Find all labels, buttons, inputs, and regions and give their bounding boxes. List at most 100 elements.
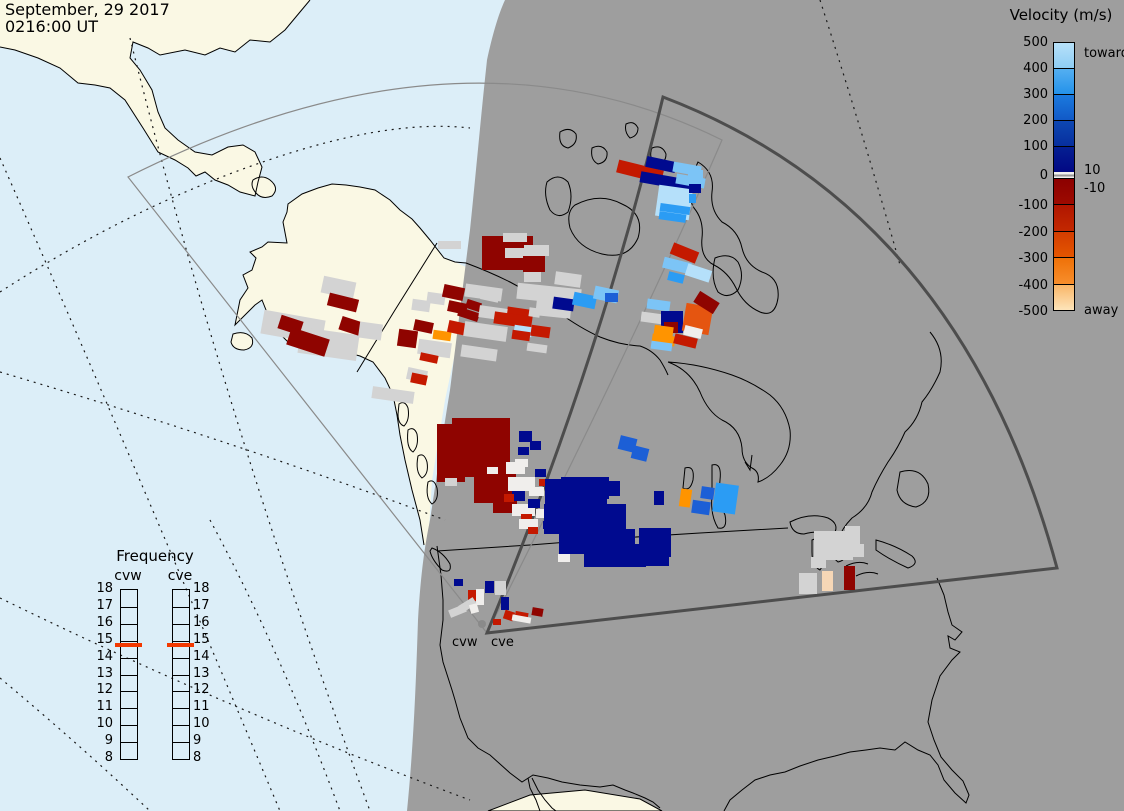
velocity-cell: [811, 557, 826, 568]
velocity-cell: [650, 340, 673, 352]
velocity-cell: [476, 589, 484, 605]
velocity-cell: [554, 271, 582, 288]
frequency-scale-number: 17: [193, 597, 210, 613]
frequency-scale-number: 12: [96, 682, 113, 698]
velocity-cell: [464, 283, 503, 302]
frequency-scale-number: 11: [193, 699, 210, 715]
frequency-scale-number: 9: [193, 733, 202, 749]
velocity-cell: [338, 315, 364, 337]
land-kodiak: [231, 332, 253, 350]
ladder-tick: [173, 606, 189, 608]
velocity-cell: [646, 298, 671, 312]
velocity-cell: [684, 263, 713, 283]
velocity-cell: [410, 372, 428, 386]
velocity-cell: [667, 271, 685, 284]
ladder-tick: [121, 657, 137, 659]
ladder-tick: [121, 725, 137, 727]
velocity-cell: [535, 469, 546, 477]
velocity-cell: [411, 298, 431, 313]
radar-fans: [127, 82, 1059, 635]
velocity-cell: [528, 307, 541, 318]
velocity-cell: [654, 491, 664, 505]
velocity-cell: [639, 528, 671, 557]
velocity-cell: [529, 487, 544, 496]
colorbar-segment: [1053, 94, 1075, 121]
velocity-cell: [844, 566, 855, 590]
frequency-scale-number: 12: [193, 682, 210, 698]
velocity-cell: [658, 211, 687, 223]
velocity-cell: [447, 300, 468, 315]
ladder-tick: [121, 742, 137, 744]
velocity-cell: [512, 491, 525, 501]
velocity-cell: [630, 445, 650, 462]
cvw-frequency-ladder: [120, 589, 138, 760]
cve-column-label: cve: [167, 568, 193, 584]
velocity-cell: [640, 311, 665, 325]
velocity-cell: [524, 272, 541, 282]
ladder-tick: [173, 623, 189, 625]
frequency-scale-number: 8: [104, 750, 113, 765]
date-text: September, 29 2017: [5, 0, 170, 19]
velocity-cell: [511, 614, 532, 624]
velocity-cell: [639, 171, 696, 192]
frequency-scale-number: 10: [96, 716, 113, 732]
velocity-cell: [460, 344, 498, 362]
cve-frequency-ladder: [172, 589, 190, 760]
velocity-cell: [605, 293, 618, 302]
velocity-cell: [463, 321, 508, 342]
velocity-cell: [712, 482, 739, 515]
velocity-cell: [700, 486, 715, 500]
velocity-cell: [689, 184, 701, 193]
velocity-cell: [438, 241, 461, 249]
velocity-legend-title: Velocity (m/s): [1009, 6, 1113, 24]
ladder-tick: [121, 708, 137, 710]
ladder-tick: [121, 674, 137, 676]
frequency-scale-number: 15: [193, 631, 210, 647]
velocity-cell: [659, 202, 691, 216]
cvw-fan-outline: [127, 82, 723, 635]
velocity-tick-label: 400: [1023, 61, 1048, 76]
cve-frequency-marker: [167, 643, 194, 647]
frequency-scale-number: 11: [96, 699, 113, 715]
velocity-cell: [396, 328, 419, 349]
velocity-cell: [326, 292, 360, 313]
velocity-cell: [571, 291, 598, 310]
velocity-cell: [518, 447, 529, 455]
velocity-cell: [446, 320, 470, 336]
velocity-cell: [519, 519, 538, 529]
velocity-cell: [669, 242, 700, 264]
time-text: 0216:00 UT: [5, 17, 99, 36]
colorbar-zero-band: [1053, 172, 1075, 179]
colorbar-segment: [1053, 204, 1075, 232]
colorbar-segment: [1053, 120, 1075, 147]
radar-site-marker: [478, 620, 486, 628]
frequency-scale-number: 16: [96, 614, 113, 630]
velocity-cell: [530, 441, 541, 450]
land-chukotka: [0, 0, 310, 196]
velocity-cell: [536, 509, 551, 518]
velocity-cell: [320, 275, 357, 300]
velocity-cell: [454, 579, 463, 586]
ladder-tick: [173, 674, 189, 676]
velocity-tick-label: -100: [1018, 198, 1048, 214]
velocity-cell: [693, 290, 720, 315]
frequency-scale-number: 13: [96, 665, 113, 681]
velocity-tick-label: 100: [1023, 139, 1048, 154]
frequency-panel-title: Frequency: [116, 547, 194, 565]
velocity-cell: [371, 386, 415, 404]
land-alaska: [235, 184, 468, 545]
velocity-cell: [691, 499, 711, 516]
velocity-cell: [493, 311, 533, 329]
velocity-cell: [558, 554, 570, 562]
frequency-scale-number: 13: [193, 665, 210, 681]
velocity-tick-label: 200: [1023, 113, 1048, 128]
velocity-tick-label: -200: [1018, 224, 1048, 240]
ladder-tick: [121, 640, 137, 642]
cvw-site-label: cvw: [452, 635, 478, 650]
lower-threshold-label: -10: [1084, 181, 1106, 196]
velocity-cell: [528, 499, 540, 508]
land-strip-bottom: [487, 789, 663, 811]
velocity-cell: [561, 477, 609, 499]
velocity-cell: [539, 479, 549, 486]
